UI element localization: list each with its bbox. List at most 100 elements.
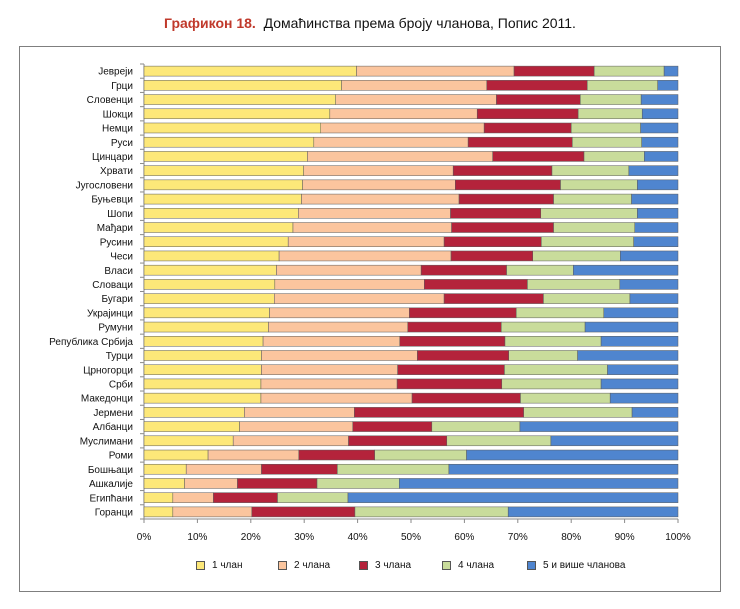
- bar-segment: [143, 407, 245, 418]
- legend-label: 4 члана: [458, 560, 495, 571]
- bar-segment: [143, 108, 331, 120]
- chart-frame: [19, 46, 721, 592]
- bar-segment: [184, 478, 238, 489]
- bar-segment: [593, 65, 665, 77]
- bar-segment: [397, 364, 505, 375]
- y-category-label: Руси: [111, 138, 133, 149]
- bar-segment: [452, 165, 553, 176]
- y-category-label: Јевреји: [98, 67, 133, 78]
- bar-segment: [262, 336, 401, 347]
- bar-segment: [570, 122, 641, 134]
- bar-segment: [450, 250, 533, 262]
- y-category-label: Украјинци: [87, 308, 133, 319]
- y-category-label: Румуни: [98, 323, 133, 334]
- bar-segment: [466, 449, 679, 461]
- bar-segment: [143, 392, 262, 404]
- y-category-label: Шопи: [107, 209, 133, 220]
- bar-segment: [420, 264, 507, 276]
- bar-segment: [244, 407, 355, 418]
- bar-segment: [260, 392, 413, 404]
- y-category-label: Буњевци: [91, 195, 133, 206]
- bar-segment: [143, 122, 321, 134]
- bar-segment: [251, 506, 356, 518]
- bar-segment: [143, 449, 209, 461]
- bar-segment: [501, 321, 586, 333]
- x-tick-label: 100%: [665, 532, 691, 543]
- bar-segment: [301, 193, 460, 205]
- chart-legend: 1 члан 2 члана 3 члана 4 члана 5 и више члан…: [0, 560, 740, 576]
- y-category-label: Грци: [111, 81, 133, 92]
- bar-segment: [443, 236, 542, 247]
- bar-segment: [634, 222, 679, 233]
- bar-segment: [143, 193, 302, 205]
- bar-segment: [268, 321, 409, 333]
- bar-segment: [603, 307, 679, 319]
- bar-segment: [520, 392, 611, 404]
- bar-segment: [143, 435, 234, 447]
- bar-segment: [143, 236, 289, 247]
- bar-segment: [143, 506, 174, 518]
- y-category-label: Хрвати: [100, 166, 133, 177]
- y-category-label: Ашкалије: [89, 479, 133, 490]
- bar-segment: [307, 151, 493, 162]
- bar-segment: [409, 307, 517, 319]
- bar-segment: [143, 151, 308, 162]
- bar-segment: [532, 250, 621, 262]
- x-tick-label: 40%: [348, 532, 368, 543]
- bar-segment: [143, 65, 357, 77]
- bar-segment: [277, 492, 349, 503]
- bar-segment: [143, 478, 185, 489]
- legend-label: 2 члана: [294, 560, 331, 571]
- bar-segment: [143, 350, 262, 361]
- bar-segment: [274, 279, 425, 290]
- legend-label: 1 члан: [212, 560, 243, 571]
- bar-segment: [629, 293, 679, 304]
- bar-segment: [553, 222, 636, 233]
- bar-segment: [143, 492, 174, 503]
- bar-segment: [506, 264, 574, 276]
- bar-segment: [302, 179, 456, 191]
- y-category-label: Срби: [109, 379, 133, 391]
- bar-segment: [298, 449, 375, 461]
- bar-segment: [631, 193, 679, 205]
- y-category-label: Македонци: [81, 394, 133, 405]
- bar-segment: [185, 463, 262, 475]
- y-category-label: Црногорци: [83, 365, 133, 376]
- y-category-label: Египћани: [89, 493, 133, 504]
- bar-segment: [143, 321, 269, 333]
- bar-segment: [577, 108, 643, 120]
- bar-segment: [644, 151, 679, 162]
- legend-label: 3 члана: [375, 560, 412, 571]
- bar-segment: [143, 463, 187, 475]
- bar-segment: [600, 336, 679, 347]
- bar-segment: [298, 208, 451, 219]
- y-category-label: Република Србија: [49, 336, 133, 348]
- bar-segment: [515, 307, 605, 319]
- bar-segment: [609, 392, 679, 404]
- bar-segment: [411, 392, 521, 404]
- bar-segment: [347, 492, 679, 503]
- x-tick-label: 30%: [294, 532, 314, 543]
- bar-segment: [450, 208, 542, 219]
- bar-segment: [631, 407, 679, 418]
- bar-segment: [374, 449, 467, 461]
- bar-segment: [551, 165, 630, 176]
- bar-segment: [519, 421, 679, 432]
- bar-segment: [143, 94, 336, 105]
- bar-segment: [640, 94, 679, 105]
- legend-swatch: [359, 561, 368, 570]
- bar-segment: [504, 364, 608, 375]
- bar-segment: [523, 407, 633, 418]
- bar-segment: [641, 136, 679, 148]
- bar-segment: [143, 279, 276, 290]
- bar-segment: [143, 250, 280, 262]
- y-category-label: Турци: [106, 351, 133, 362]
- bar-segment: [637, 179, 679, 191]
- bar-segment: [356, 65, 515, 77]
- bar-segment: [455, 179, 561, 191]
- bar-segment: [628, 165, 679, 176]
- bar-segment: [143, 165, 304, 176]
- y-category-label: Цинцари: [92, 152, 133, 163]
- bar-segment: [213, 492, 278, 503]
